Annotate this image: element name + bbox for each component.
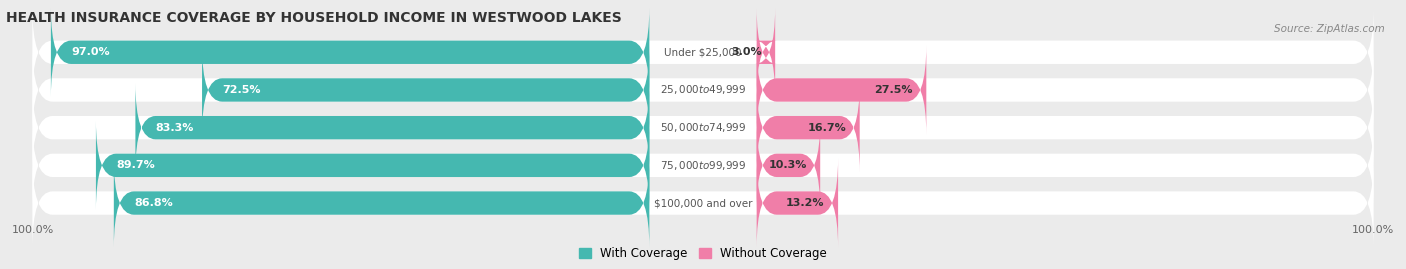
Text: 10.3%: 10.3% [769, 160, 807, 170]
Text: $25,000 to $49,999: $25,000 to $49,999 [659, 83, 747, 97]
Text: 100.0%: 100.0% [13, 225, 55, 235]
Text: 72.5%: 72.5% [222, 85, 260, 95]
Text: 100.0%: 100.0% [1351, 225, 1393, 235]
FancyBboxPatch shape [755, 8, 776, 97]
FancyBboxPatch shape [32, 121, 1374, 210]
Text: $100,000 and over: $100,000 and over [654, 198, 752, 208]
FancyBboxPatch shape [32, 8, 1374, 97]
FancyBboxPatch shape [114, 158, 650, 248]
FancyBboxPatch shape [96, 121, 650, 210]
FancyBboxPatch shape [756, 83, 859, 172]
Text: 13.2%: 13.2% [786, 198, 825, 208]
Text: HEALTH INSURANCE COVERAGE BY HOUSEHOLD INCOME IN WESTWOOD LAKES: HEALTH INSURANCE COVERAGE BY HOUSEHOLD I… [6, 11, 621, 25]
Text: Source: ZipAtlas.com: Source: ZipAtlas.com [1274, 24, 1385, 34]
Text: 3.0%: 3.0% [731, 47, 762, 57]
FancyBboxPatch shape [756, 121, 820, 210]
Text: 86.8%: 86.8% [134, 198, 173, 208]
FancyBboxPatch shape [51, 8, 650, 97]
FancyBboxPatch shape [756, 158, 838, 248]
FancyBboxPatch shape [32, 45, 1374, 135]
FancyBboxPatch shape [135, 83, 650, 172]
FancyBboxPatch shape [32, 158, 1374, 248]
Text: Under $25,000: Under $25,000 [664, 47, 742, 57]
FancyBboxPatch shape [756, 45, 927, 135]
FancyBboxPatch shape [32, 83, 1374, 172]
Text: 27.5%: 27.5% [875, 85, 912, 95]
Text: 83.3%: 83.3% [156, 123, 194, 133]
Text: $75,000 to $99,999: $75,000 to $99,999 [659, 159, 747, 172]
FancyBboxPatch shape [202, 45, 650, 135]
Text: 89.7%: 89.7% [117, 160, 155, 170]
Legend: With Coverage, Without Coverage: With Coverage, Without Coverage [579, 247, 827, 260]
Text: 97.0%: 97.0% [72, 47, 110, 57]
Text: 16.7%: 16.7% [807, 123, 846, 133]
Text: $50,000 to $74,999: $50,000 to $74,999 [659, 121, 747, 134]
